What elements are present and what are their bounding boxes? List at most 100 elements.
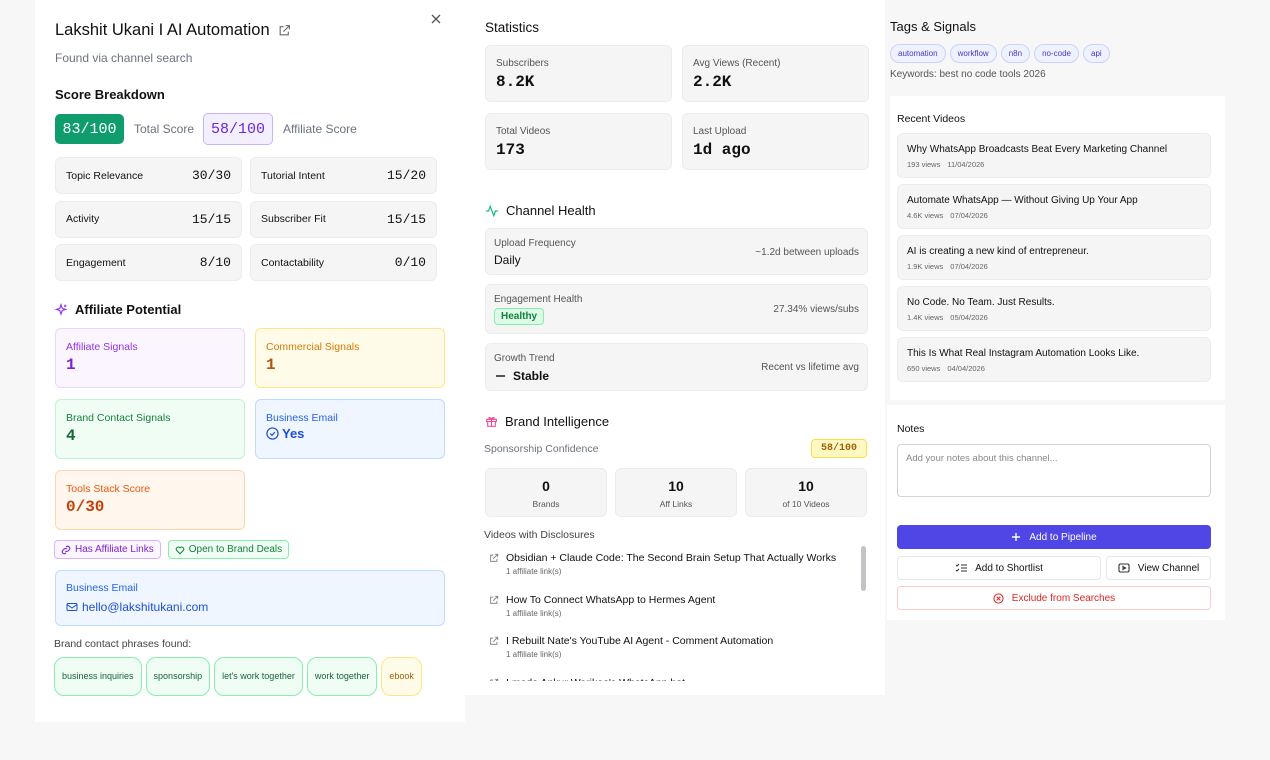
tag-chip: workflow xyxy=(949,44,997,63)
icon xyxy=(61,545,71,555)
disclosure-item: I Rebuilt Nate's YouTube AI Agent - Comm… xyxy=(489,635,849,659)
section-heading: Statistics xyxy=(485,20,540,35)
section-heading: Score Breakdown xyxy=(55,87,165,102)
channel-panel: Lakshit Ukani I AI Automation Found via … xyxy=(35,0,465,722)
stat-value: 1d ago xyxy=(693,141,751,159)
keywords: Keywords: best no code tools 2026 xyxy=(890,69,1046,80)
count-value: 10 xyxy=(668,478,684,494)
exclude-button[interactable]: Exclude from Searches xyxy=(897,586,1211,610)
card-value: 0/30 xyxy=(66,498,105,516)
phrases-heading: Brand contact phrases found: xyxy=(54,638,192,650)
score-item: Contactability 0/10 xyxy=(250,244,437,281)
add-to-shortlist-button[interactable]: Add to Shortlist xyxy=(897,556,1101,580)
stat-card: Subscribers 8.2K xyxy=(485,45,672,102)
close-button[interactable] xyxy=(431,14,441,24)
video-item: No Code. No Team. Just Results. 1.4K view… xyxy=(897,286,1211,331)
health-note: ~1.2d between uploads xyxy=(755,246,859,258)
video-date: 07/04/2026 xyxy=(950,211,988,220)
view-channel-button[interactable]: View Channel xyxy=(1106,556,1211,580)
video-meta: 650 views 04/04/2026 xyxy=(907,364,985,373)
add-to-pipeline-button[interactable]: Add to Pipeline xyxy=(897,525,1211,549)
video-title: Why WhatsApp Broadcasts Beat Every Marke… xyxy=(907,144,1168,155)
heading-row: Channel Health xyxy=(485,203,596,218)
section-heading: Affiliate Potential xyxy=(75,302,182,317)
channel-title: Lakshit Ukani I AI Automation xyxy=(55,21,270,39)
signal-card: Commercial Signals 1 xyxy=(255,328,445,388)
stat-card: Total Videos 173 xyxy=(485,113,672,170)
count-card: 10 Aff Links xyxy=(615,468,737,517)
health-label: Growth Trend xyxy=(494,353,555,364)
score-item: Engagement 8/10 xyxy=(55,244,242,281)
score-item: Tutorial Intent 15/20 xyxy=(250,157,437,194)
confidence-label: Sponsorship Confidence xyxy=(484,443,599,455)
icon xyxy=(175,545,185,555)
video-views: 1.9K views xyxy=(907,262,944,271)
count-label: Brands xyxy=(532,499,560,509)
card-label: Tools Stack Score xyxy=(66,483,151,495)
health-value: Daily xyxy=(494,253,521,267)
email-box: Business Email hello@lakshitukani.com xyxy=(55,570,445,626)
signal-card: Brand Contact Signals 4 xyxy=(55,399,245,459)
score-value: 30/30 xyxy=(191,168,231,183)
card-label: Affiliate Signals xyxy=(66,341,138,353)
badges: Has Affiliate Links Open to Brand Deals xyxy=(54,540,290,559)
icon xyxy=(489,595,499,605)
video-views: 1.4K views xyxy=(907,313,944,322)
stat-card: Last Upload 1d ago xyxy=(682,113,869,170)
score-item: Topic Relevance 30/30 xyxy=(55,157,242,194)
icon xyxy=(489,678,499,681)
stats-panel: Statistics Subscribers 8.2K Avg Views (Rec… xyxy=(465,0,885,695)
mail-icon xyxy=(66,603,78,611)
score-label: Topic Relevance xyxy=(66,169,144,182)
icon xyxy=(489,553,499,563)
stat-label: Total Videos xyxy=(496,126,551,137)
video-views: 650 views xyxy=(907,364,941,373)
tag-chip: n8n xyxy=(1000,44,1031,63)
icon xyxy=(489,636,499,646)
stat-value: 2.2K xyxy=(693,73,732,91)
total-score: 83/100 xyxy=(55,114,124,144)
phrase-chip: business inquiries xyxy=(54,657,142,696)
tag-chip: automation xyxy=(890,44,946,63)
icon-graphic xyxy=(490,595,499,604)
health-row: Engagement Health Healthy 27.34% views/sub… xyxy=(485,284,868,334)
score-value: 15/20 xyxy=(386,168,426,183)
icon-graphic xyxy=(175,546,185,554)
health-note: 27.34% views/subs xyxy=(773,304,859,315)
score-item: Subscriber Fit 15/15 xyxy=(250,200,437,238)
email-row: hello@lakshitukani.com xyxy=(66,600,208,614)
phrase-chip: work together xyxy=(306,657,378,696)
section-heading: Notes xyxy=(897,423,925,435)
sparkle-icon xyxy=(54,302,68,316)
email-value: hello@lakshitukani.com xyxy=(82,600,209,614)
stat-value: 8.2K xyxy=(496,73,535,91)
score-label: Engagement xyxy=(66,256,126,269)
video-meta: 4.6K views 07/04/2026 xyxy=(907,211,988,220)
notes-textarea[interactable]: Add your notes about this channel... xyxy=(897,444,1211,497)
video-views: 4.6K views xyxy=(907,211,944,220)
video-meta: 1.9K views 07/04/2026 xyxy=(907,262,988,271)
affiliate-score: 58/100 xyxy=(203,113,273,145)
total-score-label: Total Score xyxy=(134,122,195,136)
section-heading: Recent Videos xyxy=(897,113,966,125)
score-item: Activity 15/15 xyxy=(55,200,242,238)
badge: Open to Brand Deals xyxy=(167,540,290,559)
card-label: Commercial Signals xyxy=(266,341,360,353)
dash-icon xyxy=(496,375,505,377)
health-value: Stable xyxy=(513,369,550,383)
phrases: business inquiries sponsorship let's work … xyxy=(54,657,454,696)
score-label: Contactability xyxy=(261,256,325,269)
phrase-chip: let's work together xyxy=(214,657,303,696)
score-label: Subscriber Fit xyxy=(261,213,326,225)
external-link-icon[interactable] xyxy=(278,24,291,37)
video-date: 05/04/2026 xyxy=(950,313,988,322)
count-card: 10 of 10 Videos xyxy=(745,468,867,517)
score-value: 15/15 xyxy=(386,211,426,227)
stat-label: Subscribers xyxy=(496,58,549,69)
heading-row: Affiliate Potential xyxy=(54,302,181,317)
signal-card: Business Email Yes xyxy=(255,399,445,459)
count-value: 0 xyxy=(542,478,550,494)
video-item: AI is creating a new kind of entrepreneu… xyxy=(897,235,1211,280)
disclosure-meta: 1 affiliate link(s) xyxy=(506,650,562,659)
